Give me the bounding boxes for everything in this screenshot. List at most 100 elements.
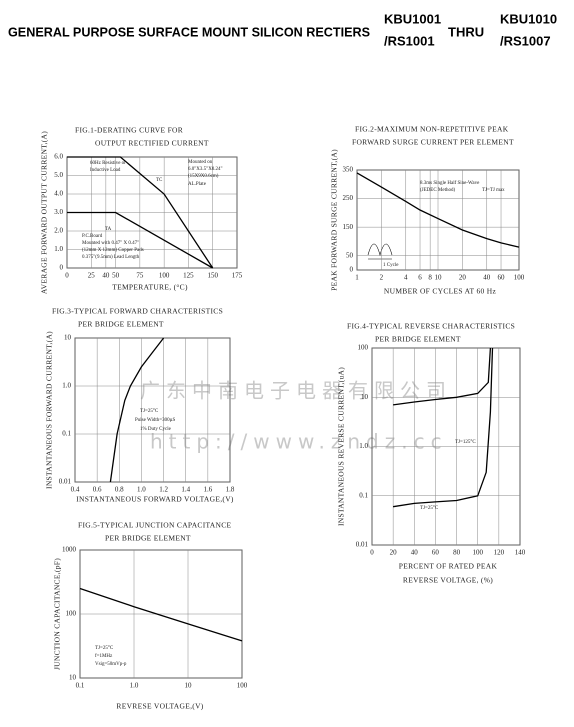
y-tick-label: 5.0	[54, 171, 63, 179]
x-tick-label: 2	[380, 274, 384, 282]
x-tick-label: 125	[183, 272, 194, 280]
watermark: 广东中南电子电器有限公司	[140, 379, 452, 403]
x-tick-label: 175	[232, 272, 243, 280]
y-tick-label: 0	[60, 264, 64, 272]
y-tick-label: 250	[343, 194, 354, 202]
x-tick-label: 60	[432, 549, 440, 557]
annotation: TJ=25°C	[420, 506, 439, 511]
x-tick-label: 100	[514, 274, 525, 282]
y-axis-label: INSTANTANEOUS REVERSE CURRENT,(uA)	[337, 367, 346, 526]
x-tick-label: 40	[483, 274, 491, 282]
y-axis-label: INSTANTANEOUS FORWARD CURRENT,(A)	[45, 331, 54, 489]
x-axis-label: PERCENT OF RATED PEAK	[399, 562, 498, 571]
y-tick-label: 2.0	[54, 227, 63, 235]
part-number: /RS1007	[500, 33, 551, 48]
x-tick-label: 10	[435, 274, 443, 282]
annotation: Mounted on	[188, 160, 213, 165]
annotation: 0.375"(9.5mm) Lead Length	[82, 255, 140, 260]
x-axis-label: NUMBER OF CYCLES AT 60 Hz	[384, 287, 497, 296]
annotation: TJ=25°C	[140, 409, 159, 414]
chart-title: FIG.4-TYPICAL REVERSE CHARACTERISTICS	[347, 322, 515, 331]
x-tick-label: 0.6	[93, 486, 102, 494]
annotation: (15X9X0.6cm)	[188, 174, 219, 179]
curve	[109, 337, 165, 483]
y-tick-label: 1.0	[359, 442, 368, 450]
x-tick-label: 100	[472, 549, 483, 557]
y-tick-label: 4.0	[54, 190, 63, 198]
annotation: TJ=125°C	[455, 440, 476, 445]
annotation: TA	[105, 227, 112, 232]
annotation: 1 Cycle	[383, 263, 399, 268]
annotation: 6.0"X3.5"X0.24"	[188, 167, 223, 172]
chart-title: FORWARD SURGE CURRENT PER ELEMENT	[352, 138, 514, 147]
x-tick-label: 10	[185, 682, 193, 690]
chart-title: FIG.2-MAXIMUM NON-REPETITIVE PEAK	[355, 125, 509, 134]
annotation: AL.Plate	[188, 182, 207, 187]
y-tick-label: 0.1	[359, 491, 368, 499]
part-number: /RS1001	[384, 33, 435, 48]
chart-title: PER BRIDGE ELEMENT	[105, 534, 191, 543]
x-tick-label: 20	[390, 549, 398, 557]
x-tick-label: 120	[494, 549, 505, 557]
thru: THRU	[448, 24, 484, 39]
curve	[79, 587, 243, 642]
x-tick-label: 80	[453, 549, 461, 557]
x-tick-label: 0.8	[115, 486, 124, 494]
x-tick-label: 1.6	[203, 486, 212, 494]
annotation: TC	[156, 178, 163, 183]
x-tick-label: 50	[112, 272, 120, 280]
annotation: 60Hz Resistive or	[90, 161, 126, 166]
x-axis-label: REVRESE VOLTAGE,(V)	[116, 702, 203, 711]
y-tick-label: 10	[64, 334, 72, 342]
x-tick-label: 40	[411, 549, 419, 557]
x-tick-label: 8	[428, 274, 432, 282]
x-axis-label: TEMPERATURE, (°C)	[112, 283, 188, 292]
y-tick-label: 100	[358, 344, 369, 352]
chart-title: PER BRIDGE ELEMENT	[375, 335, 461, 344]
annotation: 8.3ms Single Half Sine-Wave	[420, 181, 480, 186]
y-tick-label: 0	[350, 266, 354, 274]
annotation: Inductive Load	[90, 168, 121, 173]
y-tick-label: 150	[343, 223, 354, 231]
x-tick-label: 1.0	[130, 682, 139, 690]
curve	[67, 211, 214, 269]
chart-title: FIG.3-TYPICAL FORWARD CHARACTERISTICS	[52, 307, 223, 316]
annotation: (12mm X 12mm) Copper Pads	[82, 248, 144, 253]
part-number: KBU1001	[384, 11, 441, 26]
x-tick-label: 25	[88, 272, 96, 280]
curve	[393, 347, 492, 406]
x-tick-label: 1.0	[137, 486, 146, 494]
chart-title: FIG.5-TYPICAL JUNCTION CAPACITANCE	[78, 521, 232, 530]
annotation: Mounted with 0.47" X 0.47"	[82, 241, 139, 246]
x-tick-label: 0.4	[71, 486, 80, 494]
x-tick-label: 0	[370, 549, 374, 557]
x-tick-label: 1.4	[181, 486, 190, 494]
y-tick-label: 1.0	[54, 245, 63, 253]
y-tick-label: 10	[69, 674, 77, 682]
header-title: GENERAL PURPOSE SURFACE MOUNT SILICON RE…	[8, 24, 370, 39]
annotation: TJ=TJ max	[482, 188, 505, 193]
x-tick-label: 75	[136, 272, 144, 280]
y-tick-label: 100	[66, 610, 77, 618]
y-tick-label: 0.01	[356, 541, 369, 549]
x-tick-label: 4	[404, 274, 408, 282]
y-tick-label: 0.1	[62, 430, 71, 438]
x-tick-label: 40	[102, 272, 110, 280]
x-tick-label: 20	[459, 274, 467, 282]
x-axis-label: REVERSE VOLTAGE, (%)	[403, 576, 493, 585]
y-tick-label: 1000	[62, 546, 77, 554]
y-tick-label: 3.0	[54, 208, 63, 216]
part-number: KBU1010	[500, 11, 557, 26]
annotation: TJ=25°C	[95, 646, 114, 651]
curve	[67, 156, 214, 269]
annotation: f=1MHz	[95, 654, 113, 659]
x-tick-label: 6	[418, 274, 422, 282]
y-axis-label: PEAK FORWARD SURGE CURRENT,(A)	[330, 149, 339, 291]
x-tick-label: 150	[207, 272, 218, 280]
x-tick-label: 1.8	[226, 486, 235, 494]
x-tick-label: 0	[65, 272, 69, 280]
chart-title: PER BRIDGE ELEMENT	[78, 320, 164, 329]
annotation: (JEDEC Method)	[420, 188, 455, 193]
annotation: Vsig=50mVp-p	[95, 662, 127, 667]
